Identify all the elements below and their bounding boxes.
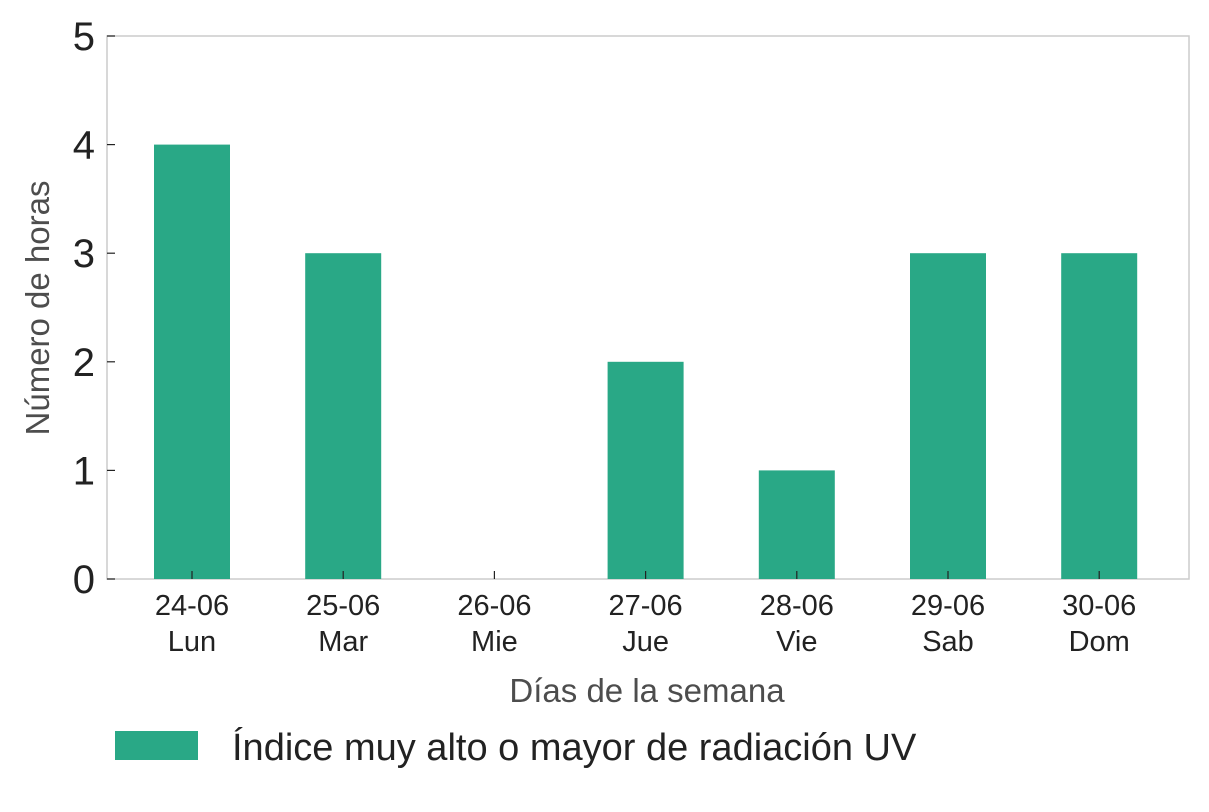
x-tick-label-day: Mar xyxy=(318,626,368,658)
y-tick-label: 1 xyxy=(73,449,95,493)
bar xyxy=(607,361,684,579)
y-tick-label: 4 xyxy=(73,124,95,168)
x-tick-label-day: Dom xyxy=(1069,626,1130,658)
y-tick-label: 0 xyxy=(73,558,95,602)
x-tick-label-date: 27-06 xyxy=(609,590,683,622)
y-tick-label: 5 xyxy=(73,15,95,59)
bar xyxy=(1061,253,1138,579)
y-tick-label: 2 xyxy=(73,341,95,385)
x-tick-label-day: Sab xyxy=(922,626,974,658)
x-tick-label-day: Lun xyxy=(168,626,216,658)
x-tick-label-date: 25-06 xyxy=(306,590,380,622)
y-tick-label: 3 xyxy=(73,232,95,276)
x-tick-label-date: 24-06 xyxy=(155,590,229,622)
x-axis-label: Días de la semana xyxy=(509,672,785,709)
bar xyxy=(910,253,986,579)
x-tick-label-day: Jue xyxy=(622,626,669,658)
legend-swatch xyxy=(115,731,198,760)
legend-label: Índice muy alto o mayor de radiación UV xyxy=(232,726,917,769)
x-tick-label-day: Mie xyxy=(471,626,518,658)
x-tick-label-date: 29-06 xyxy=(911,590,985,622)
y-axis-label: Número de horas xyxy=(19,181,56,436)
x-tick-label-date: 30-06 xyxy=(1062,590,1136,622)
bar xyxy=(758,470,835,579)
plot-area: 0 1 2 3 4 5 24-06 Lun 25-06 Mar 26-06 Mie 27-06 Jue 28… xyxy=(73,15,1190,658)
bar xyxy=(305,253,382,579)
x-tick-label-date: 28-06 xyxy=(760,590,834,622)
bar xyxy=(154,144,230,579)
x-tick-label-date: 26-06 xyxy=(457,590,531,622)
x-tick-label-day: Vie xyxy=(776,626,817,658)
